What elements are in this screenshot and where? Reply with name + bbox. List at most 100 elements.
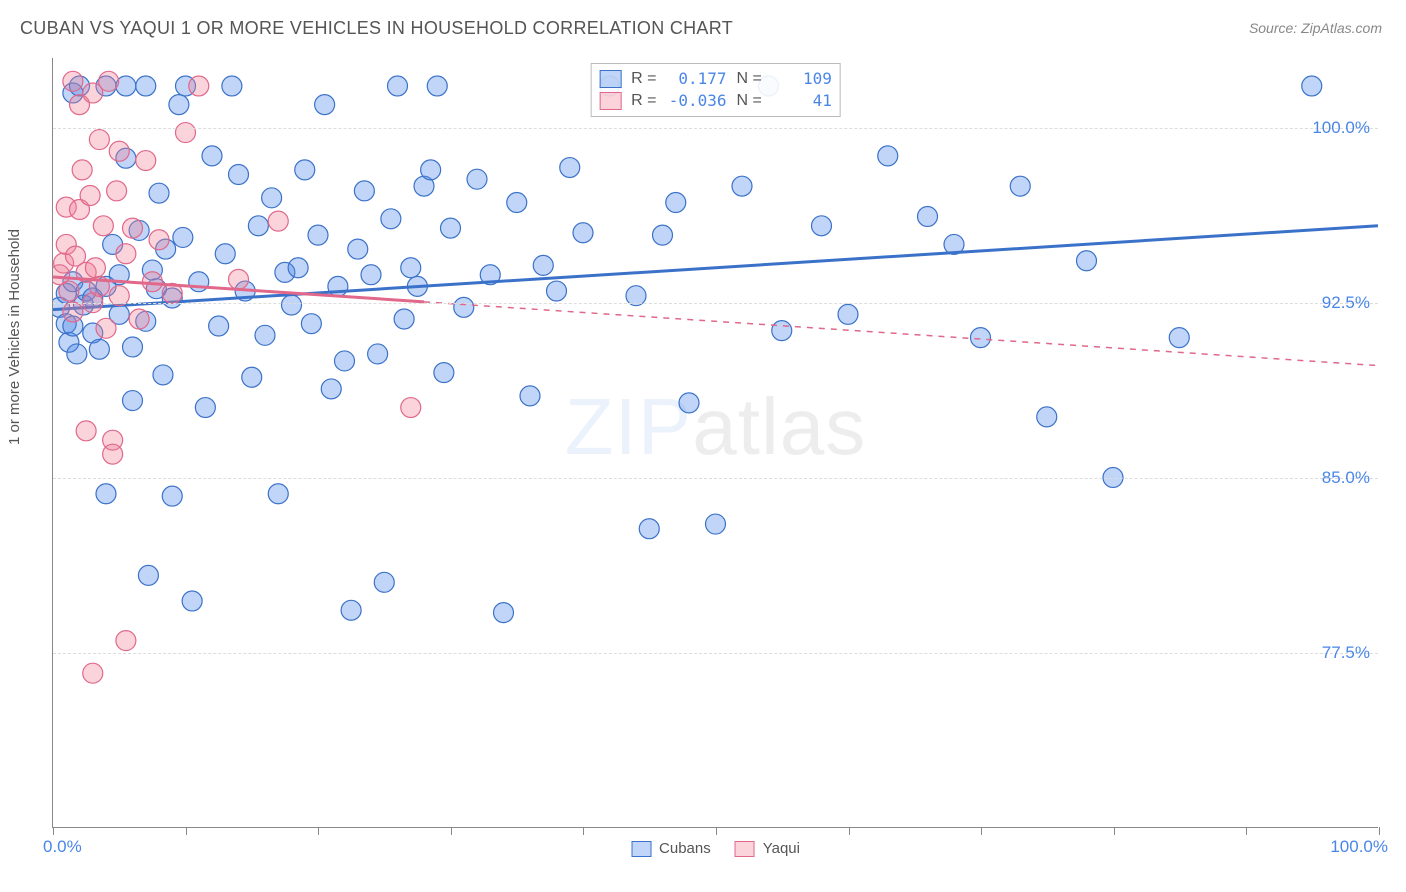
scatter-point	[533, 255, 553, 275]
scatter-point	[878, 146, 898, 166]
legend-row-yaqui: R = -0.036 N = 41	[599, 90, 832, 112]
scatter-point	[89, 130, 109, 150]
x-tick	[1246, 827, 1247, 835]
scatter-point	[268, 211, 288, 231]
r-value-yaqui: -0.036	[667, 90, 727, 112]
scatter-point	[136, 76, 156, 96]
x-tick	[451, 827, 452, 835]
scatter-point	[229, 269, 249, 289]
trend-line-dashed	[424, 302, 1378, 366]
x-tick	[583, 827, 584, 835]
scatter-point	[308, 225, 328, 245]
scatter-point	[83, 663, 103, 683]
scatter-point	[96, 484, 116, 504]
r-value-cubans: 0.177	[667, 68, 727, 90]
correlation-legend: R = 0.177 N = 109 R = -0.036 N = 41	[590, 63, 841, 117]
x-tick	[186, 827, 187, 835]
n-value-cubans: 109	[772, 68, 832, 90]
x-axis-max-label: 100.0%	[1330, 837, 1388, 857]
n-value-yaqui: 41	[772, 90, 832, 112]
swatch-yaqui	[599, 92, 621, 110]
legend-item-yaqui: Yaqui	[735, 840, 800, 857]
gridline-h	[53, 303, 1378, 304]
scatter-point	[1302, 76, 1322, 96]
scatter-point	[149, 230, 169, 250]
legend-item-cubans: Cubans	[631, 840, 711, 857]
scatter-point	[63, 71, 83, 91]
scatter-point	[573, 223, 593, 243]
scatter-point	[229, 165, 249, 185]
scatter-point	[149, 183, 169, 203]
scatter-point	[971, 328, 991, 348]
scatter-point	[388, 76, 408, 96]
r-label: R =	[631, 90, 656, 112]
scatter-point	[169, 95, 189, 115]
scatter-point	[176, 123, 196, 143]
scatter-point	[1169, 328, 1189, 348]
scatter-point	[341, 600, 361, 620]
scatter-point	[434, 363, 454, 383]
scatter-point	[123, 337, 143, 357]
scatter-point	[639, 519, 659, 539]
gridline-h	[53, 128, 1378, 129]
scatter-point	[189, 76, 209, 96]
y-tick-label: 100.0%	[1312, 118, 1370, 138]
legend-row-cubans: R = 0.177 N = 109	[599, 68, 832, 90]
scatter-point	[653, 225, 673, 245]
scatter-point	[467, 169, 487, 189]
scatter-point	[242, 367, 262, 387]
scatter-point	[195, 398, 215, 418]
source-attribution: Source: ZipAtlas.com	[1249, 20, 1382, 36]
r-label: R =	[631, 68, 656, 90]
scatter-point	[1077, 251, 1097, 271]
scatter-point	[138, 565, 158, 585]
scatter-point	[838, 304, 858, 324]
scatter-point	[348, 239, 368, 259]
scatter-point	[116, 631, 136, 651]
scatter-point	[368, 344, 388, 364]
scatter-point	[772, 321, 792, 341]
scatter-point	[1010, 176, 1030, 196]
scatter-point	[63, 302, 83, 322]
y-tick-label: 77.5%	[1322, 643, 1370, 663]
scatter-point	[222, 76, 242, 96]
scatter-point	[255, 325, 275, 345]
x-tick	[53, 827, 54, 835]
scatter-point	[202, 146, 222, 166]
scatter-point	[401, 398, 421, 418]
n-label: N =	[737, 68, 762, 90]
scatter-point	[454, 297, 474, 317]
chart-plot-area: ZIPatlas R = 0.177 N = 109 R = -0.036 N …	[52, 58, 1378, 828]
chart-title: CUBAN VS YAQUI 1 OR MORE VEHICLES IN HOU…	[20, 18, 733, 39]
scatter-point	[706, 514, 726, 534]
n-label: N =	[737, 90, 762, 112]
scatter-point	[80, 186, 100, 206]
scatter-point	[268, 484, 288, 504]
scatter-point	[401, 258, 421, 278]
scatter-point	[560, 158, 580, 178]
scatter-point	[76, 421, 96, 441]
scatter-point	[282, 295, 302, 315]
x-tick	[716, 827, 717, 835]
gridline-h	[53, 478, 1378, 479]
x-tick	[318, 827, 319, 835]
scatter-point	[89, 339, 109, 359]
scatter-point	[354, 181, 374, 201]
x-tick	[1379, 827, 1380, 835]
scatter-point	[182, 591, 202, 611]
scatter-point	[381, 209, 401, 229]
x-tick	[849, 827, 850, 835]
scatter-point	[93, 216, 113, 236]
scatter-point	[679, 393, 699, 413]
scatter-point	[123, 391, 143, 411]
scatter-point	[812, 216, 832, 236]
gridline-h	[53, 653, 1378, 654]
scatter-point	[215, 244, 235, 264]
scatter-point	[301, 314, 321, 334]
y-tick-label: 92.5%	[1322, 293, 1370, 313]
trend-line-solid	[53, 226, 1378, 310]
scatter-point	[103, 444, 123, 464]
scatter-point	[394, 309, 414, 329]
legend-label-cubans: Cubans	[659, 840, 711, 857]
scatter-point	[520, 386, 540, 406]
